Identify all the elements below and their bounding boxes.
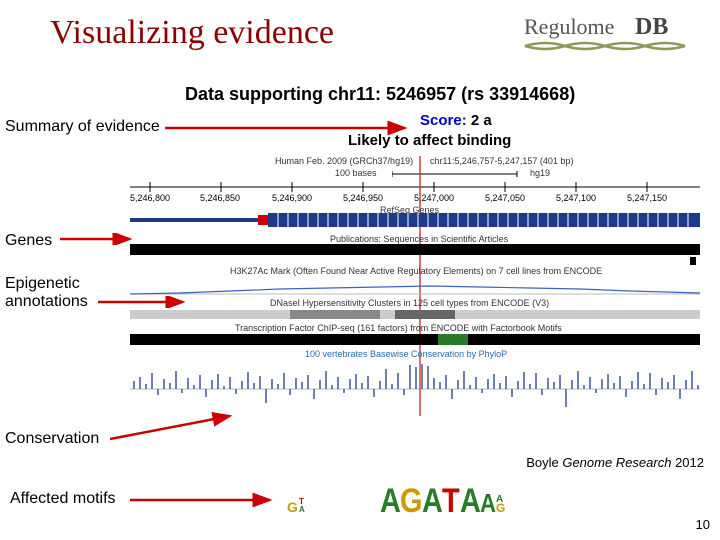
publications-bar [130, 244, 700, 255]
citation-author: Boyle [526, 455, 562, 470]
label-summary: Summary of evidence [5, 118, 160, 136]
h3k27ac-signal [130, 278, 700, 296]
phylop-track [130, 359, 700, 415]
svg-text:G: G [287, 499, 298, 515]
data-supporting-line: Data supporting chr11: 5246957 (rs 33914… [185, 84, 575, 105]
tick-2: 5,246,900 [272, 193, 312, 203]
logo-text1: Regulome [524, 14, 614, 39]
publications-marker [690, 257, 696, 265]
tick-7: 5,247,150 [627, 193, 667, 203]
browser-scale: 100 bases [335, 168, 377, 178]
tfbs-bar [130, 334, 700, 345]
label-epigenetic: Epigenetic annotations [5, 275, 88, 311]
citation-year: 2012 [671, 455, 704, 470]
tick-0: 5,246,800 [130, 193, 170, 203]
track-phylop-label: 100 vertebrates Basewise Conservation by… [305, 349, 507, 359]
svg-text:G: G [400, 481, 422, 520]
arrow-summary [165, 120, 415, 138]
arrow-epigenetic [98, 296, 193, 308]
tick-5: 5,247,050 [485, 193, 525, 203]
svg-text:A: A [422, 481, 443, 520]
slide-title: Visualizing evidence [50, 14, 334, 52]
score-line: Score: 2 a [420, 112, 492, 129]
logo-text2: DB [635, 14, 668, 40]
track-dnase-label: DNaseI Hypersensitivity Clusters in 125 … [270, 298, 549, 308]
tick-3: 5,246,950 [343, 193, 383, 203]
svg-text:A: A [496, 494, 503, 505]
citation-journal: Genome Research [562, 455, 671, 470]
tick-1: 5,246,850 [200, 193, 240, 203]
browser-assembly: Human Feb. 2009 (GRCh37/hg19) [275, 156, 413, 166]
refseq-thin-left [130, 218, 260, 222]
track-tfbs-label: Transcription Factor ChIP-seq (161 facto… [235, 323, 562, 333]
score-value: 2 a [471, 112, 492, 129]
label-motifs: Affected motifs [10, 490, 116, 508]
dnase-cluster-1 [290, 310, 380, 319]
citation: Boyle Genome Research 2012 [526, 455, 704, 470]
track-publications-label: Publications: Sequences in Scientific Ar… [330, 234, 508, 244]
dnase-cluster-2 [395, 310, 455, 319]
arrow-conservation [110, 411, 240, 445]
page-number: 10 [696, 517, 710, 532]
arrow-genes [60, 233, 140, 245]
svg-text:A: A [480, 489, 496, 518]
score-label: Score: [420, 112, 471, 129]
tick-6: 5,247,100 [556, 193, 596, 203]
svg-text:A: A [380, 481, 401, 520]
motif-logo-main: A G A T A A G A [380, 476, 510, 520]
position-ruler [130, 180, 700, 194]
scale-bar-icon [392, 170, 522, 178]
browser-region: chr11:5,246,757-5,247,157 (401 bp) [430, 156, 573, 166]
label-conservation: Conservation [5, 430, 99, 448]
regulomedb-logo: Regulome DB [520, 12, 690, 61]
browser-db: hg19 [530, 168, 550, 178]
refseq-exon-marker [258, 215, 268, 225]
label-genes: Genes [5, 232, 52, 250]
svg-text:A: A [299, 505, 305, 514]
track-h3k27ac-label: H3K27Ac Mark (Often Found Near Active Re… [230, 266, 602, 276]
svg-text:A: A [460, 481, 481, 520]
svg-text:T: T [442, 481, 460, 520]
arrow-motifs [130, 493, 280, 507]
tfbs-motif-box [438, 334, 468, 345]
motif-logo-small: G T A [285, 490, 317, 520]
refseq-ticks-icon [268, 213, 700, 227]
